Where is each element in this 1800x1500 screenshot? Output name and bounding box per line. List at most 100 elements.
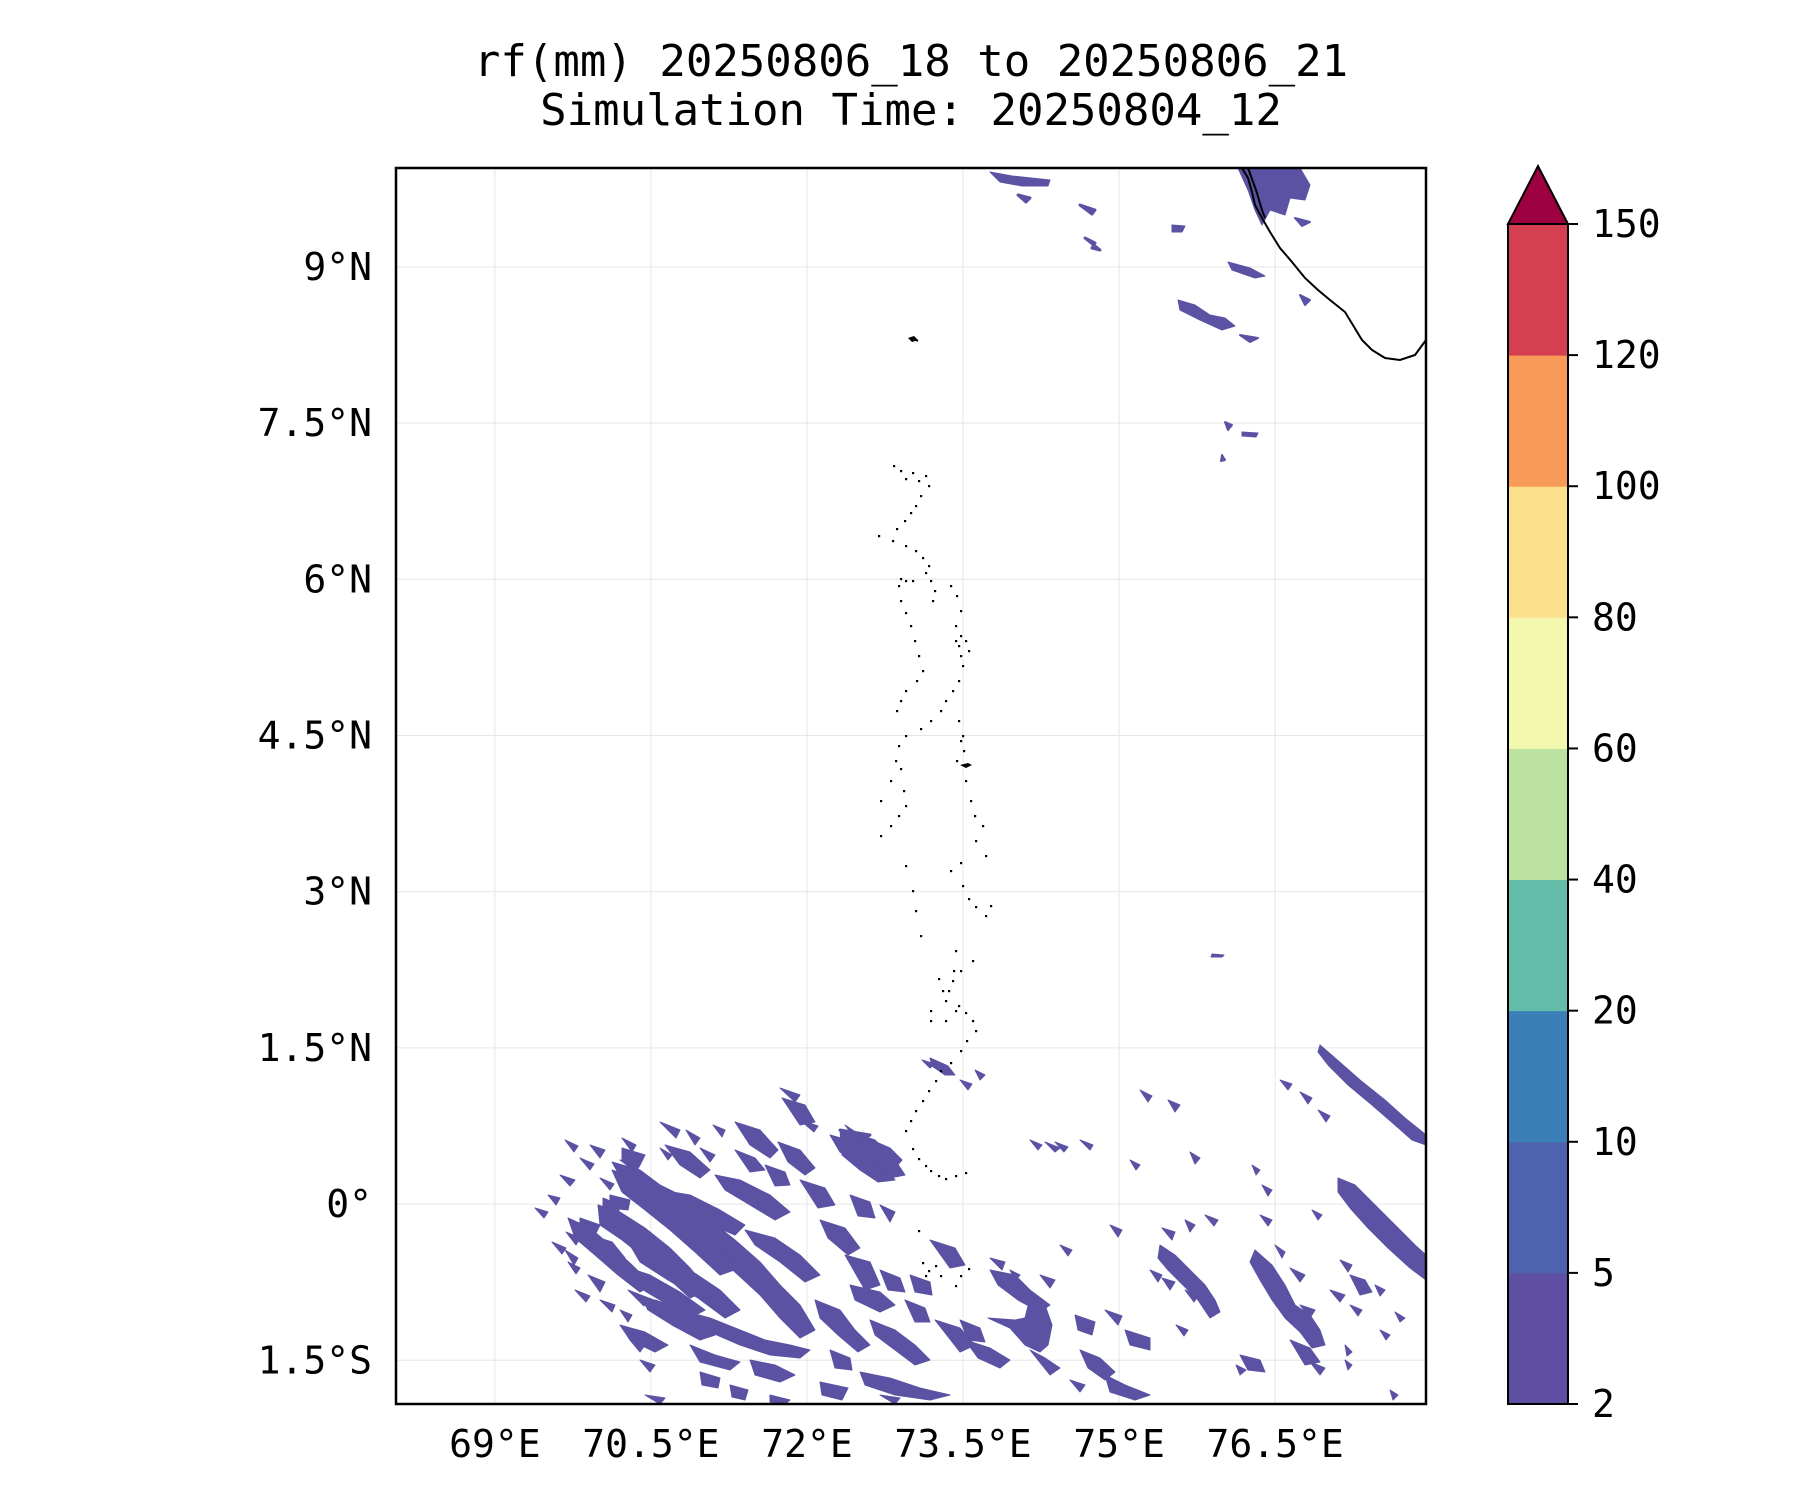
island-dot [918, 1230, 921, 1233]
rain-patch [599, 1299, 616, 1313]
rain-patch [1294, 217, 1311, 227]
rain-patch [547, 1194, 561, 1206]
island-dot [962, 735, 965, 738]
rain-patch [1344, 1359, 1353, 1371]
rain-patch [1274, 1244, 1286, 1259]
island-dot [950, 585, 953, 588]
colorbar-tick-label: 150 [1592, 202, 1661, 246]
rain-patch [1237, 168, 1311, 226]
rain-patch [1239, 334, 1259, 343]
island-dot [958, 720, 961, 723]
rain-patch [587, 1274, 606, 1293]
rain-patch [644, 1394, 666, 1404]
island-patch [908, 336, 918, 342]
island-dot [892, 540, 895, 543]
lat-tick-label: 7.5°N [258, 401, 372, 445]
island-dot [968, 898, 971, 901]
island-dot [974, 815, 977, 818]
rain-patch [779, 1087, 801, 1103]
rain-patch [1224, 421, 1233, 431]
rain-patch [729, 1384, 749, 1401]
island-dot [975, 906, 978, 909]
island-dot [896, 710, 899, 713]
rain-patch [1104, 1374, 1151, 1401]
rain-patch [1044, 1141, 1061, 1153]
rain-patch [1329, 1289, 1346, 1303]
rain-patch [621, 1147, 646, 1166]
rain-patch [909, 1274, 933, 1296]
rain-patch [989, 171, 1051, 187]
rain-patch [639, 1294, 716, 1341]
island-dot [955, 950, 958, 953]
island-dot [916, 680, 919, 683]
rain-patch [699, 1371, 721, 1389]
island-dot [970, 800, 973, 803]
india-coast-detail [1247, 168, 1266, 219]
rain-patch [714, 1174, 791, 1221]
island-dot [912, 890, 915, 893]
rain-patch [844, 1254, 881, 1291]
island-dot [910, 625, 913, 628]
rain-patch [1124, 1329, 1151, 1351]
island-dot [890, 825, 893, 828]
island-dot [918, 1158, 921, 1161]
rain-patch [1083, 236, 1102, 252]
island-dot [905, 580, 908, 583]
rain-patch [869, 1319, 931, 1366]
map-title: rf(mm) 20250806_18 to 20250806_21 [473, 36, 1349, 87]
island-dot [945, 1020, 948, 1023]
rain-patch [781, 1097, 816, 1126]
lon-tick-label: 73.5°E [894, 1422, 1031, 1466]
rain-patch [764, 1164, 791, 1187]
rain-patch [565, 1231, 581, 1246]
island-dot [940, 710, 943, 713]
rain-patch [1389, 1389, 1399, 1401]
island-dot [960, 1275, 963, 1278]
island-dot [965, 1172, 968, 1175]
map-gridlines [396, 168, 1426, 1404]
lon-tick-label: 75°E [1073, 1422, 1165, 1466]
rain-patch [579, 1217, 601, 1234]
map-subtitle: Simulation Time: 20250804_12 [540, 85, 1282, 136]
island-dot [915, 910, 918, 913]
island-dot [958, 645, 961, 648]
rain-patch [819, 1219, 861, 1256]
rain-patch [564, 1139, 579, 1153]
rain-patch [1394, 1311, 1406, 1323]
rainfall-shading [534, 168, 1426, 1404]
island-dot [932, 600, 935, 603]
colorbar-segment [1508, 748, 1568, 881]
island-dot [960, 635, 963, 638]
island-dot [912, 472, 915, 475]
island-dot [900, 700, 903, 703]
colorbar-segment [1508, 1272, 1568, 1405]
island-dot [985, 855, 988, 858]
rain-patch [1074, 1314, 1096, 1336]
rain-patch [1204, 1214, 1219, 1227]
island-dot [922, 670, 925, 673]
rain-patch [1239, 1354, 1266, 1373]
island-dot [905, 612, 908, 615]
rain-patch [829, 1349, 853, 1371]
colorbar-tick-label: 5 [1592, 1251, 1615, 1295]
island-dot [982, 825, 985, 828]
colorbar-segment [1508, 486, 1568, 618]
india-coast [1241, 168, 1426, 362]
rain-patch [659, 1189, 746, 1236]
rain-patch [594, 1244, 611, 1259]
island-dot [898, 745, 901, 748]
rain-patch [1029, 1349, 1061, 1376]
rain-patch [959, 1079, 973, 1091]
island-dot [950, 1062, 953, 1065]
rain-patch [777, 1141, 816, 1176]
rain-patch [699, 1147, 716, 1163]
island-dot [968, 1268, 971, 1271]
island-dot [920, 935, 923, 938]
coastline [911, 168, 1426, 362]
rain-patch [551, 1241, 567, 1255]
rain-patch [1317, 1109, 1331, 1123]
rain-patch [579, 1157, 595, 1171]
rain-patch [1175, 1324, 1189, 1337]
island-dot [960, 1050, 963, 1053]
